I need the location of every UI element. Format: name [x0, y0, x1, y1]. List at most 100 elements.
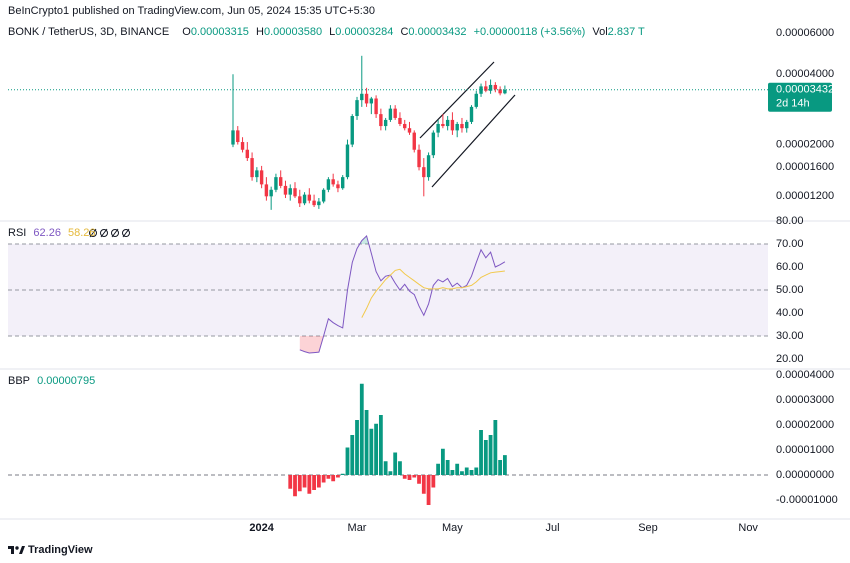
bbp-bar	[297, 475, 302, 492]
y-tick-label: 0.00001600	[776, 161, 834, 173]
candle-body	[298, 196, 302, 204]
y-tick-label: 0.00001200	[776, 190, 834, 202]
bbp-bar	[450, 470, 455, 475]
candle-body	[236, 130, 240, 143]
y-tick-label: 20.00	[776, 353, 804, 365]
bbp-bar	[364, 410, 369, 475]
candle-body	[460, 123, 464, 129]
x-tick-label: Nov	[738, 522, 758, 534]
ohlc-value: 0.00003432	[408, 26, 467, 38]
bbp-bar	[369, 428, 374, 475]
candle-body	[317, 201, 321, 206]
candle-body	[364, 93, 369, 104]
rsi-legend: RSI 62.26 58.26	[8, 226, 100, 240]
candle-body	[269, 189, 273, 197]
y-tick-label: 0.00004000	[776, 369, 834, 381]
bbp-bar	[350, 435, 355, 475]
bbp-bar	[455, 463, 460, 475]
bbp-bar	[326, 475, 331, 479]
y-tick-label: 30.00	[776, 330, 804, 342]
bbp-bar	[436, 463, 441, 475]
candle-body	[279, 177, 283, 186]
candle-body	[465, 121, 469, 129]
bbp-bar	[374, 423, 378, 475]
candle-body	[436, 123, 440, 133]
candle-body	[445, 119, 450, 127]
bbp-bar	[359, 383, 364, 475]
bbp-bar	[378, 415, 383, 475]
candle-body	[393, 108, 397, 118]
candle-body	[493, 84, 498, 90]
y-tick-label: 0.00003000	[776, 394, 834, 406]
candle-body	[245, 149, 250, 159]
rsi-value: 62.26	[33, 227, 61, 239]
bbp-bar	[417, 475, 421, 484]
bbp-bar	[431, 475, 436, 488]
bbp-bar	[393, 452, 398, 475]
candle-body	[403, 123, 407, 129]
candle-body	[431, 132, 436, 156]
candle-body	[503, 89, 507, 94]
bbp-bar	[288, 475, 293, 489]
bbp-bar	[460, 471, 464, 475]
candle-body	[422, 167, 426, 178]
bbp-bar	[398, 461, 402, 475]
candle-body	[336, 184, 340, 189]
candle-body	[426, 155, 431, 178]
y-tick-label: 60.00	[776, 261, 804, 273]
candle-body	[307, 194, 312, 201]
x-tick-label: Mar	[348, 522, 367, 534]
bbp-bar	[479, 430, 483, 475]
price-change: +0.00000118 (+3.56%)	[473, 26, 586, 38]
bbp-title: BBP	[8, 375, 31, 387]
y-tick-label: 40.00	[776, 307, 804, 319]
rsi-ma-value: 58.26	[68, 227, 96, 239]
y-tick-label: 0.00004000	[776, 68, 834, 80]
bbp-bar	[388, 471, 393, 475]
bbp-bar	[483, 440, 488, 475]
candle-body	[293, 188, 297, 197]
last-price-label: 0.00003432	[776, 84, 834, 96]
bbp-value: 0.00000795	[37, 375, 96, 387]
ohlc-value: 0.00003284	[335, 26, 394, 38]
bbp-bar	[312, 475, 316, 490]
candle-body	[283, 185, 288, 195]
bbp-bar	[440, 448, 445, 475]
candle-body	[498, 89, 502, 94]
candle-body	[312, 200, 316, 206]
candle-body	[288, 188, 292, 195]
candle-body	[469, 106, 474, 122]
candle-body	[417, 149, 421, 168]
candle-body	[388, 108, 393, 120]
candle-body	[255, 170, 259, 178]
footer-brand: TradingView	[28, 544, 93, 556]
candle-body	[412, 132, 416, 150]
candle-body	[407, 128, 412, 133]
bbp-bar	[412, 475, 417, 478]
candle-body	[274, 177, 278, 190]
rsi-title: RSI	[8, 227, 27, 239]
volume-label: Vol	[592, 26, 608, 38]
x-tick-label: May	[442, 522, 463, 534]
candle-body	[479, 86, 483, 94]
candle-body	[326, 179, 331, 190]
candle-body	[355, 100, 359, 117]
candle-body	[369, 98, 374, 104]
publisher-line: BeInCrypto1 published on TradingView.com…	[8, 5, 376, 17]
bbp-bar	[464, 467, 469, 475]
bbp-bar	[383, 461, 388, 475]
volume-value: 2.837 T	[607, 26, 645, 38]
bbp-bar	[426, 475, 431, 505]
y-tick-label: 0.00001000	[776, 444, 834, 456]
y-tick-label: 0.00002000	[776, 138, 834, 150]
candle-body	[474, 93, 478, 107]
candle-body	[231, 130, 235, 145]
symbol-legend: BONK / TetherUS, 3D, BINANCE O0.00003315…	[8, 25, 649, 39]
bbp-bar	[502, 455, 507, 475]
bbp-bar	[488, 435, 493, 475]
bbp-legend: BBP 0.00000795	[8, 374, 99, 388]
candle-body	[455, 123, 459, 131]
candle-body	[250, 158, 254, 178]
bbp-bar	[302, 475, 307, 488]
